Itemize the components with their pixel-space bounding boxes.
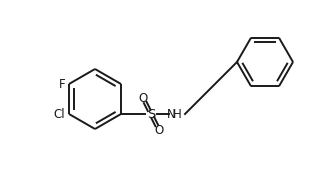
Text: H: H bbox=[173, 108, 182, 121]
Text: S: S bbox=[147, 108, 155, 121]
Text: O: O bbox=[138, 92, 148, 105]
Text: Cl: Cl bbox=[53, 108, 65, 121]
Text: N: N bbox=[167, 108, 175, 121]
Text: F: F bbox=[58, 78, 65, 90]
Text: O: O bbox=[154, 123, 164, 137]
